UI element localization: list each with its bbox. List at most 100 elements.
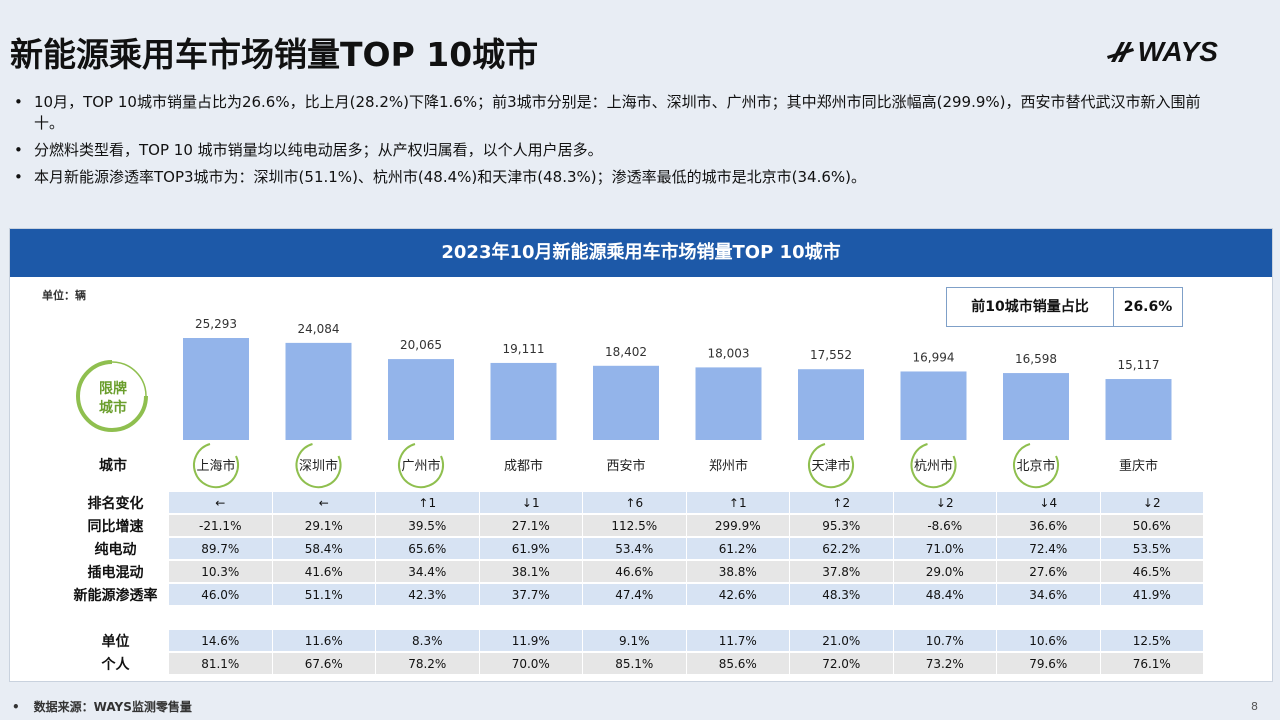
bar-value-label: 15,117: [1118, 358, 1160, 372]
row-label: 个人: [101, 656, 130, 673]
table-cell: 85.6%: [685, 653, 789, 674]
table-row: 个人 81.1% 67.6% 78.2% 70.0% 85.1% 85.6% 72.0% 73.…: [63, 653, 1203, 674]
table-cell: -8.6%: [892, 515, 996, 536]
badge-ring-thin: [111, 361, 147, 397]
ways-logo-icon: [1106, 42, 1134, 62]
city-label: 重庆市: [1119, 458, 1158, 474]
table-cell: 10.3%: [168, 561, 272, 582]
table-cell: 14.6%: [168, 630, 272, 651]
page-number: 8: [1251, 700, 1258, 713]
logo-text: WAYS: [1137, 36, 1218, 67]
table-cell: 37.7%: [478, 584, 582, 605]
bar-天津市: [798, 369, 864, 440]
table-cell: 34.6%: [996, 584, 1100, 605]
table-cell: 34.4%: [375, 561, 479, 582]
table-cell: 11.7%: [685, 630, 789, 651]
table-cell: 36.6%: [996, 515, 1100, 536]
table-cell: 76.1%: [1099, 653, 1203, 674]
badge-line-2: 城市: [99, 399, 127, 416]
table-cell: 48.4%: [892, 584, 996, 605]
table-cell: 41.6%: [271, 561, 375, 582]
table-cell: 48.3%: [789, 584, 893, 605]
restricted-city-marker: [398, 443, 444, 489]
badge-line-1: 限牌: [99, 380, 127, 397]
table-cell: ↑2: [789, 492, 893, 513]
restricted-city-marker: [910, 443, 957, 489]
table-cell: 299.9%: [685, 515, 789, 536]
table-cell: 73.2%: [892, 653, 996, 674]
restricted-city-marker: [193, 443, 239, 489]
bar-郑州市: [695, 367, 762, 440]
table-cell: 65.6%: [375, 538, 479, 559]
table-cell: 10.6%: [996, 630, 1100, 651]
restricted-city-marker: [808, 443, 854, 489]
table-row: 单位 14.6% 11.6% 8.3% 11.9% 9.1% 11.7% 21.0% 10.7%…: [63, 630, 1203, 651]
table-cell: 72.4%: [996, 538, 1100, 559]
row-label: 纯电动: [94, 541, 137, 558]
bar-value-label: 19,111: [503, 342, 545, 356]
table-cell: -21.1%: [168, 515, 272, 536]
table-cell: 11.9%: [478, 630, 582, 651]
city-label: 上海市: [196, 458, 235, 474]
table-cell: 50.6%: [1099, 515, 1203, 536]
row-label: 单位: [101, 633, 130, 650]
page-title: 新能源乘用车市场销量TOP 10城市: [10, 35, 539, 74]
bar-广州市: [388, 359, 454, 440]
table-cell: ↓2: [1099, 492, 1203, 513]
table-row: 排名变化 ← ← ↑1 ↓1 ↑6 ↑1 ↑2 ↓2 ↓4 ↓2: [63, 492, 1203, 513]
row-label: 插电混动: [87, 564, 144, 581]
table-cell: ↑6: [582, 492, 686, 513]
bar-杭州市: [900, 371, 967, 440]
table-cell: 29.1%: [271, 515, 375, 536]
bar-value-label: 16,994: [913, 350, 955, 364]
table-cell: 37.8%: [789, 561, 893, 582]
row-label: 同比增速: [87, 518, 144, 535]
table-cell: 53.5%: [1099, 538, 1203, 559]
city-row-label: 城市: [99, 457, 127, 474]
table-cell: 71.0%: [892, 538, 996, 559]
share-box: 前10城市销量占比 26.6%: [946, 287, 1183, 327]
table-cell: 79.6%: [996, 653, 1100, 674]
table-cell: 85.1%: [582, 653, 686, 674]
table-cell: ↓4: [996, 492, 1100, 513]
bar-value-label: 16,598: [1015, 352, 1057, 366]
badge-ring: [76, 360, 148, 432]
table-cell: 27.1%: [478, 515, 582, 536]
table-row: 纯电动 89.7% 58.4% 65.6% 61.9% 53.4% 61.2% 62.2% 71…: [63, 538, 1203, 559]
table-cell: 38.8%: [685, 561, 789, 582]
bullet-3: 本月新能源渗透率TOP3城市为：深圳市(51.1%)、杭州市(48.4%)和天津…: [12, 167, 1217, 188]
restricted-city-badge: 限牌 城市: [76, 360, 148, 432]
bar-重庆市: [1105, 379, 1172, 440]
table-cell: 61.9%: [478, 538, 582, 559]
bar-成都市: [490, 362, 557, 440]
table-cell: ←: [168, 492, 272, 513]
table-cell: 46.0%: [168, 584, 272, 605]
bar-value-label: 17,552: [810, 348, 852, 362]
table-cell: 81.1%: [168, 653, 272, 674]
table-cell: 58.4%: [271, 538, 375, 559]
table-cell: 38.1%: [478, 561, 582, 582]
table-cell: 27.6%: [996, 561, 1100, 582]
table-cell: 46.5%: [1099, 561, 1203, 582]
table-cell: 10.7%: [892, 630, 996, 651]
table-cell: 78.2%: [375, 653, 479, 674]
share-value: 26.6%: [1123, 299, 1173, 315]
city-label: 郑州市: [709, 458, 748, 474]
table-cell: 29.0%: [892, 561, 996, 582]
bullet-2: 分燃料类型看，TOP 10 城市销量均以纯电动居多；从产权归属看，以个人用户居多…: [12, 140, 1217, 161]
city-label: 天津市: [811, 458, 850, 474]
table-cell: 21.0%: [789, 630, 893, 651]
table-cell: ←: [271, 492, 375, 513]
bar-value-label: 24,084: [298, 322, 340, 336]
table-cell: 42.3%: [375, 584, 479, 605]
table-cell: 11.6%: [271, 630, 375, 651]
city-label: 广州市: [401, 458, 440, 474]
table-cell: 61.2%: [685, 538, 789, 559]
restricted-city-marker: [1013, 443, 1059, 489]
bullet-1: 10月，TOP 10城市销量占比为26.6%，比上月(28.2%)下降1.6%；…: [12, 92, 1217, 134]
table-cell: ↓1: [478, 492, 582, 513]
table-cell: 67.6%: [271, 653, 375, 674]
table-cell: 51.1%: [271, 584, 375, 605]
ownership-table: 单位 14.6% 11.6% 8.3% 11.9% 9.1% 11.7% 21.0% 10.7%…: [63, 628, 1203, 676]
panel-title: 2023年10月新能源乘用车市场销量TOP 10城市: [10, 229, 1272, 277]
